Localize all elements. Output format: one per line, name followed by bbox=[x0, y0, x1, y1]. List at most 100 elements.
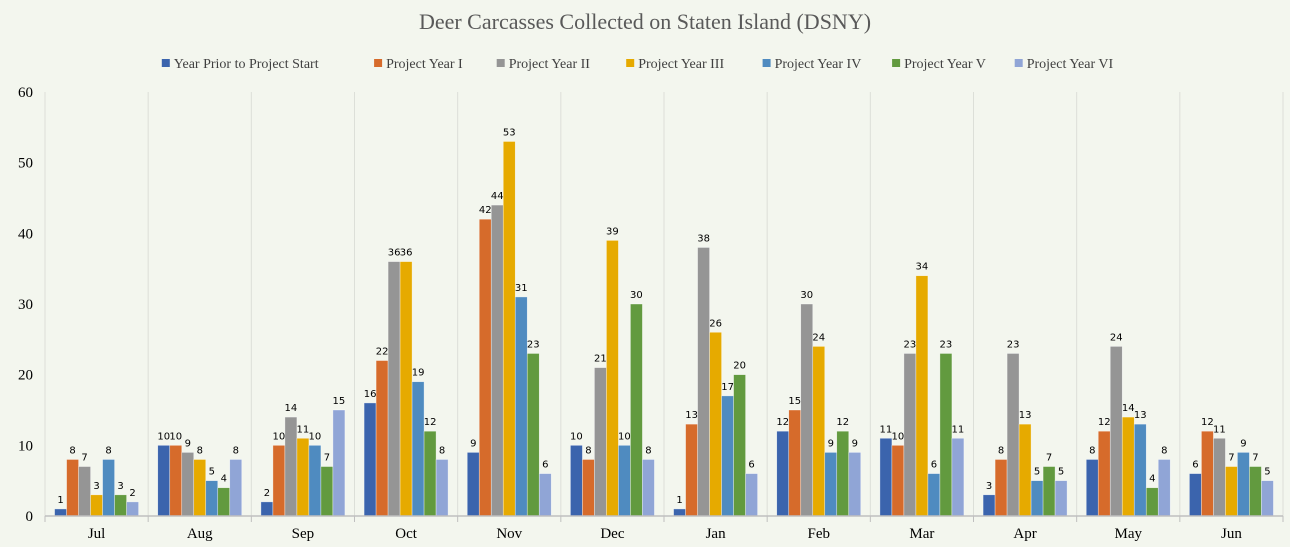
data-label: 9 bbox=[185, 438, 191, 449]
bar bbox=[54, 508, 67, 517]
legend-label: Project Year II bbox=[509, 57, 591, 72]
legend-label: Year Prior to Project Start bbox=[174, 57, 319, 72]
bar bbox=[733, 374, 746, 517]
data-label: 24 bbox=[1110, 332, 1123, 343]
x-tick-label: Aug bbox=[187, 526, 213, 542]
data-label: 5 bbox=[1034, 467, 1040, 478]
data-label: 4 bbox=[1149, 474, 1155, 485]
bar bbox=[169, 445, 183, 517]
bar bbox=[697, 247, 710, 517]
bar bbox=[114, 494, 127, 517]
bar bbox=[570, 445, 583, 517]
bar bbox=[776, 430, 790, 517]
x-tick-label: Feb bbox=[808, 526, 831, 542]
bar bbox=[66, 459, 79, 517]
data-label: 13 bbox=[1134, 410, 1147, 421]
bar bbox=[423, 430, 437, 517]
data-label: 6 bbox=[748, 460, 754, 471]
bar bbox=[1097, 430, 1111, 517]
data-label: 36 bbox=[400, 248, 413, 259]
bar bbox=[320, 466, 334, 517]
data-label: 11 bbox=[880, 424, 893, 435]
bar bbox=[1261, 480, 1274, 517]
legend-swatch bbox=[374, 59, 383, 67]
bar bbox=[1237, 452, 1250, 517]
data-label: 2 bbox=[129, 488, 135, 499]
data-label: 12 bbox=[836, 417, 849, 428]
data-label: 3 bbox=[93, 481, 99, 492]
data-label: 31 bbox=[515, 283, 528, 294]
bar bbox=[594, 367, 607, 517]
data-label: 6 bbox=[1192, 460, 1198, 471]
bar bbox=[157, 445, 171, 517]
data-label: 8 bbox=[1161, 445, 1167, 456]
legend-swatch bbox=[762, 59, 771, 67]
data-label: 38 bbox=[697, 233, 710, 244]
bar bbox=[387, 261, 401, 517]
legend-label: Project Year IV bbox=[775, 57, 862, 72]
data-label: 1 bbox=[57, 495, 63, 506]
data-label: 5 bbox=[1058, 467, 1064, 478]
data-label: 2 bbox=[264, 488, 270, 499]
data-label: 8 bbox=[105, 445, 111, 456]
data-label: 3 bbox=[986, 481, 992, 492]
chart-title: Deer Carcasses Collected on Staten Islan… bbox=[419, 9, 871, 34]
bar bbox=[788, 409, 802, 517]
data-label: 6 bbox=[542, 460, 548, 471]
legend-swatch bbox=[161, 59, 170, 67]
bar bbox=[296, 437, 310, 517]
bar bbox=[879, 437, 893, 517]
data-label: 15 bbox=[333, 396, 346, 407]
data-label: 7 bbox=[81, 453, 87, 464]
data-label: 8 bbox=[233, 445, 239, 456]
x-tick-label: Dec bbox=[600, 526, 624, 542]
bar bbox=[812, 346, 826, 517]
data-label: 23 bbox=[1007, 339, 1020, 350]
bar bbox=[399, 261, 413, 517]
bar bbox=[1213, 437, 1226, 517]
legend-swatch bbox=[1014, 59, 1023, 67]
x-tick-label: Oct bbox=[395, 526, 417, 542]
data-label: 12 bbox=[1201, 417, 1214, 428]
bar bbox=[272, 445, 286, 517]
data-label: 20 bbox=[733, 361, 746, 372]
y-tick-label: 20 bbox=[18, 368, 33, 384]
data-label: 10 bbox=[157, 431, 170, 442]
data-label: 11 bbox=[1213, 424, 1226, 435]
bar bbox=[994, 459, 1008, 517]
bar bbox=[1018, 423, 1032, 517]
data-label: 13 bbox=[685, 410, 698, 421]
x-tick-label: Sep bbox=[292, 526, 315, 542]
legend-label: Project Year III bbox=[638, 57, 724, 72]
data-label: 26 bbox=[709, 318, 722, 329]
bar bbox=[891, 445, 905, 517]
bar bbox=[927, 473, 941, 517]
grid bbox=[44, 92, 1284, 516]
data-label: 7 bbox=[1228, 453, 1234, 464]
data-label: 19 bbox=[412, 368, 425, 379]
bar bbox=[630, 303, 643, 517]
data-label: 8 bbox=[998, 445, 1004, 456]
data-label: 9 bbox=[828, 438, 834, 449]
legend-label: Project Year VI bbox=[1027, 57, 1114, 72]
data-label: 15 bbox=[788, 396, 801, 407]
data-label: 23 bbox=[904, 339, 917, 350]
data-label: 36 bbox=[388, 248, 401, 259]
data-label: 12 bbox=[424, 417, 437, 428]
bar bbox=[514, 296, 528, 517]
y-tick-label: 50 bbox=[18, 156, 33, 172]
data-label: 17 bbox=[721, 382, 734, 393]
data-label: 6 bbox=[931, 460, 937, 471]
bar bbox=[642, 459, 655, 517]
data-label: 7 bbox=[324, 453, 330, 464]
x-tick-label: Jul bbox=[88, 526, 106, 542]
data-label: 7 bbox=[1046, 453, 1052, 464]
data-label: 10 bbox=[618, 431, 631, 442]
legend-label: Project Year I bbox=[386, 57, 463, 72]
bar bbox=[332, 409, 346, 517]
bar bbox=[102, 459, 115, 517]
bar bbox=[1201, 430, 1214, 517]
data-label: 24 bbox=[812, 332, 825, 343]
data-label: 8 bbox=[69, 445, 75, 456]
